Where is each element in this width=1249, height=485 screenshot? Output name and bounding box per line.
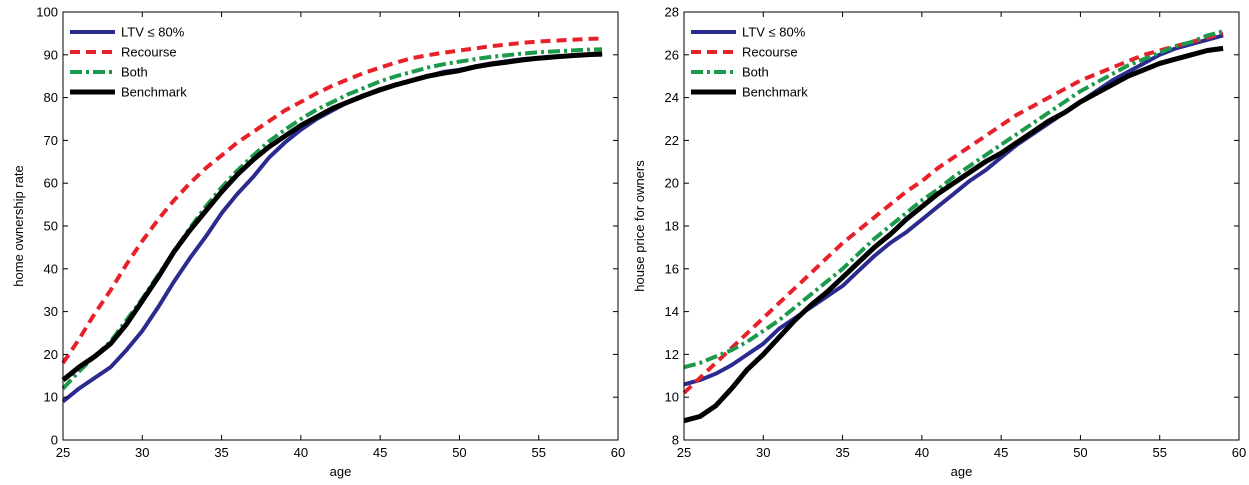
x-tick-label: 25 bbox=[56, 445, 70, 460]
series-line-3 bbox=[61, 51, 603, 383]
y-tick-label: 12 bbox=[665, 347, 679, 362]
x-tick-label: 50 bbox=[452, 445, 466, 460]
x-tick-label: 40 bbox=[915, 445, 929, 460]
y-tick-label: 22 bbox=[665, 133, 679, 148]
series-line-1 bbox=[682, 31, 1224, 395]
series-line-2 bbox=[683, 29, 1224, 370]
legend-label-3: Benchmark bbox=[742, 85, 808, 100]
x-tick-label: 25 bbox=[677, 445, 691, 460]
legend: LTV ≤ 80% Recourse Both Benchmark bbox=[70, 25, 187, 100]
home-ownership-chart: 25 30 35 40 45 50 55 60 0 10 20 30 40 50 60 70 80 90 100 ag… bbox=[11, 5, 625, 480]
legend-label-0: LTV ≤ 80% bbox=[742, 25, 806, 40]
legend-label-1: Recourse bbox=[742, 45, 798, 60]
legend-label-2: Both bbox=[121, 65, 148, 80]
y-tick-label: 20 bbox=[665, 176, 679, 191]
x-tick-label: 50 bbox=[1073, 445, 1087, 460]
y-tick-label: 28 bbox=[665, 5, 679, 20]
x-tick-label: 60 bbox=[1232, 445, 1246, 460]
y-tick-label: 100 bbox=[36, 5, 58, 20]
x-tick-label: 45 bbox=[994, 445, 1008, 460]
y-tick-label: 8 bbox=[672, 433, 679, 448]
y-tick-label: 90 bbox=[44, 47, 58, 62]
x-axis-label: age bbox=[951, 464, 973, 479]
x-tick-label: 30 bbox=[135, 445, 149, 460]
x-tick-label: 60 bbox=[611, 445, 625, 460]
x-tick-label: 30 bbox=[756, 445, 770, 460]
x-tick-label: 45 bbox=[373, 445, 387, 460]
y-tick-label: 10 bbox=[665, 390, 679, 405]
y-tick-label: 0 bbox=[51, 433, 58, 448]
series-line-2 bbox=[61, 47, 603, 390]
y-tick-label: 18 bbox=[665, 219, 679, 234]
y-axis-label: home ownership rate bbox=[11, 165, 26, 286]
y-tick-label: 24 bbox=[665, 90, 679, 105]
x-tick-label: 55 bbox=[531, 445, 545, 460]
series-line-1 bbox=[61, 36, 603, 365]
x-tick-label: 40 bbox=[294, 445, 308, 460]
y-tick-label: 14 bbox=[665, 304, 679, 319]
y-tick-label: 26 bbox=[665, 47, 679, 62]
series-line-0 bbox=[683, 33, 1224, 387]
x-tick-label: 35 bbox=[214, 445, 228, 460]
legend-label-1: Recourse bbox=[121, 45, 177, 60]
legend-label-0: LTV ≤ 80% bbox=[121, 25, 185, 40]
legend-label-2: Both bbox=[742, 65, 769, 80]
y-tick-label: 10 bbox=[44, 390, 58, 405]
y-tick-label: 50 bbox=[44, 219, 58, 234]
legend-label-3: Benchmark bbox=[121, 85, 187, 100]
legend: LTV ≤ 80% Recourse Both Benchmark bbox=[691, 25, 808, 100]
x-tick-label: 55 bbox=[1152, 445, 1166, 460]
x-axis-label: age bbox=[330, 464, 352, 479]
y-tick-label: 70 bbox=[44, 133, 58, 148]
house-price-chart: 25 30 35 40 45 50 55 60 8 10 12 14 16 18 20 22 24 26 28 age… bbox=[632, 5, 1246, 480]
y-axis-label: house price for owners bbox=[632, 160, 647, 292]
series-line-3 bbox=[683, 45, 1224, 424]
y-tick-label: 40 bbox=[44, 261, 58, 276]
y-tick-label: 30 bbox=[44, 304, 58, 319]
y-tick-label: 20 bbox=[44, 347, 58, 362]
y-tick-label: 16 bbox=[665, 261, 679, 276]
x-tick-label: 35 bbox=[835, 445, 849, 460]
y-tick-label: 60 bbox=[44, 176, 58, 191]
y-tick-label: 80 bbox=[44, 90, 58, 105]
